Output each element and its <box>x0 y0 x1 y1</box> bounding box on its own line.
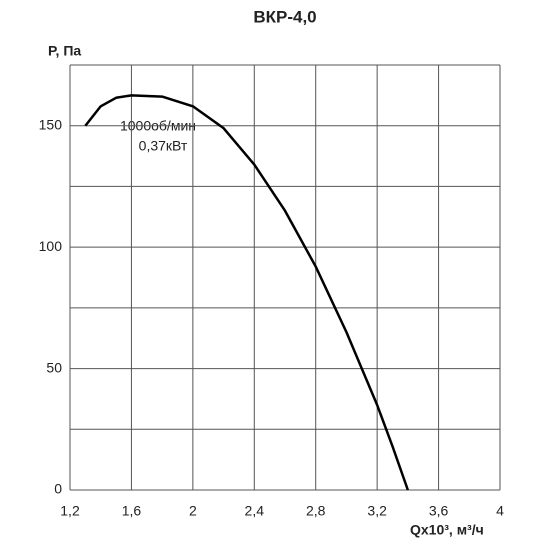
x-tick-label: 2,4 <box>245 503 265 519</box>
line-series <box>84 94 410 491</box>
y-tick-label: 0 <box>54 481 62 497</box>
x-tick-label: 2 <box>189 503 197 519</box>
y-tick-label: 50 <box>46 359 62 375</box>
y-tick-label: 150 <box>39 116 63 132</box>
y-tick-label: 100 <box>39 238 63 254</box>
chart-title: ВКР-4,0 <box>253 7 316 26</box>
x-tick-label: 3,6 <box>429 503 449 519</box>
x-tick-label: 1,6 <box>122 503 142 519</box>
x-tick-label: 2,8 <box>306 503 326 519</box>
x-tick-label: 3,2 <box>367 503 387 519</box>
x-tick-label: 4 <box>496 503 504 519</box>
y-axis-label: P, Па <box>48 43 81 59</box>
x-axis-label: Qx10³, м³/ч <box>410 522 484 538</box>
x-tick-label: 1,2 <box>60 503 80 519</box>
annotation: 0,37кВт <box>139 138 188 154</box>
